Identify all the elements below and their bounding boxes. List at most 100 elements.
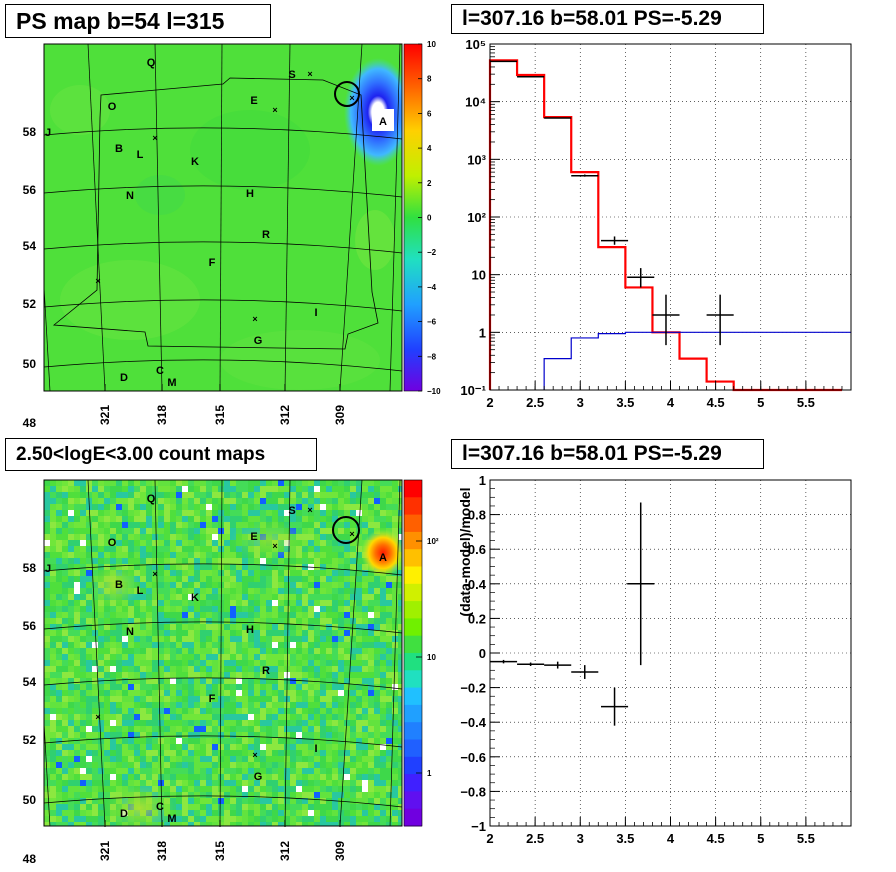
spectrum-y-tick-label: 10³ [467,152,486,167]
map-longitude-label: 321 [98,405,112,425]
map-longitude-line [219,480,223,826]
ps-map-grid [44,44,402,391]
residual-x-tick-label: 5.5 [797,831,815,846]
ps-colorbar-tick-label: −6 [427,318,437,327]
ps-colorbar-tick-label: 0 [427,214,432,223]
map-latitude-label: 54 [23,239,37,253]
spectrum-y-tick-label: 10 [472,268,486,283]
map-latitude-label: 56 [23,619,37,633]
map-source-label-a: A [379,116,387,128]
map-source-label-q: Q [147,493,156,505]
residual-x-tick-label: 2.5 [526,831,544,846]
map-latitude-label: 50 [23,793,37,807]
map-longitude-label: 312 [278,841,292,861]
map-cross-marker: × [307,505,312,515]
map-source-label-a: A [379,552,387,564]
map-latitude-line [44,621,402,634]
map-longitude-line [154,480,163,826]
map-latitude-line [44,735,402,748]
residual-y-tick-label: 0.8 [468,508,486,523]
residual-x-tick-label: 5 [757,831,764,846]
map-latitude-line [44,241,402,254]
map-source-label-n: N [126,626,134,638]
spectrum-title: l=307.16 b=58.01 PS=-5.29 [451,4,764,34]
map-latitude-label: 48 [23,852,37,866]
ps-map-axes: 58 56 54 52 50 48 321 318 315 312 309 [23,125,347,430]
count-map-hotspot [361,529,402,577]
residual-x-tick-label: 3.5 [616,831,634,846]
spectrum-x-tick-label: 5 [757,395,764,410]
map-source-label-n: N [126,190,134,202]
spectrum-y-tick-label: 1 [479,325,486,340]
spectrum-x-tick-label: 2.5 [526,395,544,410]
map-source-label-f: F [209,693,216,705]
map-source-label-i: I [314,743,317,755]
ps-map-region-outline [52,77,379,350]
residual-y-tick-label: −0.8 [460,784,486,799]
map-source-label-l: L [137,149,144,161]
map-source-label-m: M [167,377,176,389]
map-source-label-m: M [167,813,176,825]
map-source-label-q: Q [147,57,156,69]
map-latitude-label: 50 [23,357,37,371]
map-longitude-line [389,44,401,391]
map-source-label-s: S [288,69,295,81]
residual-y-axis-label: (data-model)/model [457,487,473,616]
map-latitude-label: 56 [23,183,37,197]
map-latitude-label: 48 [23,416,37,430]
residual-y-tick-label: −0.2 [460,681,486,696]
residual-x-tick-label: 2 [486,831,493,846]
spectrum-plot[interactable]: 2 2.5 3 3.5 4 4.5 5 5.5 10⁻¹ 1 10 10² 10³ 10⁴ 10⁵ [460,37,852,410]
map-longitude-line [44,716,51,826]
count-map-plot[interactable]: Q S E O J A B L K N H R F I G D CM × × × × × × 58 56 54 52 50 48 321… [23,479,405,866]
ps-map-texture [50,58,402,390]
map-source-label-o: O [108,101,117,113]
spectrum-x-tick-label: 5.5 [797,395,815,410]
residual-y-tick-label: 0.4 [468,577,487,592]
residual-y-tick-label: 0.2 [468,611,486,626]
map-latitude-line [44,563,402,576]
map-source-label-h: H [246,624,254,636]
map-longitude-line [284,480,291,826]
residual-y-tick-label: 0 [479,646,486,661]
spectrum-y-tick-label: 10⁻¹ [460,383,486,398]
spectrum-axes: 2 2.5 3 3.5 4 4.5 5 5.5 10⁻¹ 1 10 10² 10³ 10⁴ 10⁵ [460,37,852,410]
count-map-grid [44,480,402,826]
map-source-label-j: J [45,127,51,139]
spectrum-x-tick-label: 2 [486,395,493,410]
map-source-label-k: K [191,156,199,168]
map-cross-marker: × [152,569,157,579]
residual-y-tick-label: −0.6 [460,750,486,765]
map-cross-marker: × [152,133,157,143]
spectrum-model-source-line [543,331,851,390]
ps-colorbar-tick-label: −4 [427,283,437,292]
map-source-label-r: R [262,229,270,241]
map-source-label-e: E [250,531,257,543]
count-colorbar-tick-label: 1 [427,769,432,778]
ps-colorbar-tick-label: 6 [427,109,432,118]
map-source-label-e: E [250,95,257,107]
map-source-label-k: K [191,592,199,604]
count-map-axes: 58 56 54 52 50 48 321 318 315 312 309 [23,561,347,866]
ps-colorbar-tick-label: 4 [427,144,432,153]
residual-x-tick-label: 4 [667,831,675,846]
count-map-colorbar: 10² 10 1 [403,479,439,827]
count-colorbar-tick-label: 10² [427,537,439,546]
ps-colorbar-tick-label: −8 [427,352,437,361]
map-latitude-label: 52 [23,297,37,311]
residual-plot[interactable]: 2 2.5 3 3.5 4 4.5 5 5.5 −1 −0.8 −0.6 −0.4 −0.2 0 0.2 0.… [457,473,852,846]
ps-map-plot[interactable]: Q S E O J B L K N H R F I G D CM × × × × × × A 58 56 54 52 50 48 321… [23,43,412,430]
map-source-label-h: H [246,188,254,200]
ps-colorbar-tick-label: 10 [427,40,436,49]
ps-colorbar-tick-label: −10 [427,387,441,396]
spectrum-x-tick-label: 4 [667,395,675,410]
ps-map-sources: Q S E O J B L K N H R F I G D CM × × × × × × A [45,57,394,389]
map-latitude-line [44,359,402,372]
count-map-target-circle [332,516,360,544]
map-source-label-d: D [120,372,128,384]
map-latitude-label: 58 [23,125,37,139]
map-longitude-line [339,44,363,391]
count-map-title: 2.50<logE<3.00 count maps [5,438,317,471]
map-longitude-line [339,480,363,826]
